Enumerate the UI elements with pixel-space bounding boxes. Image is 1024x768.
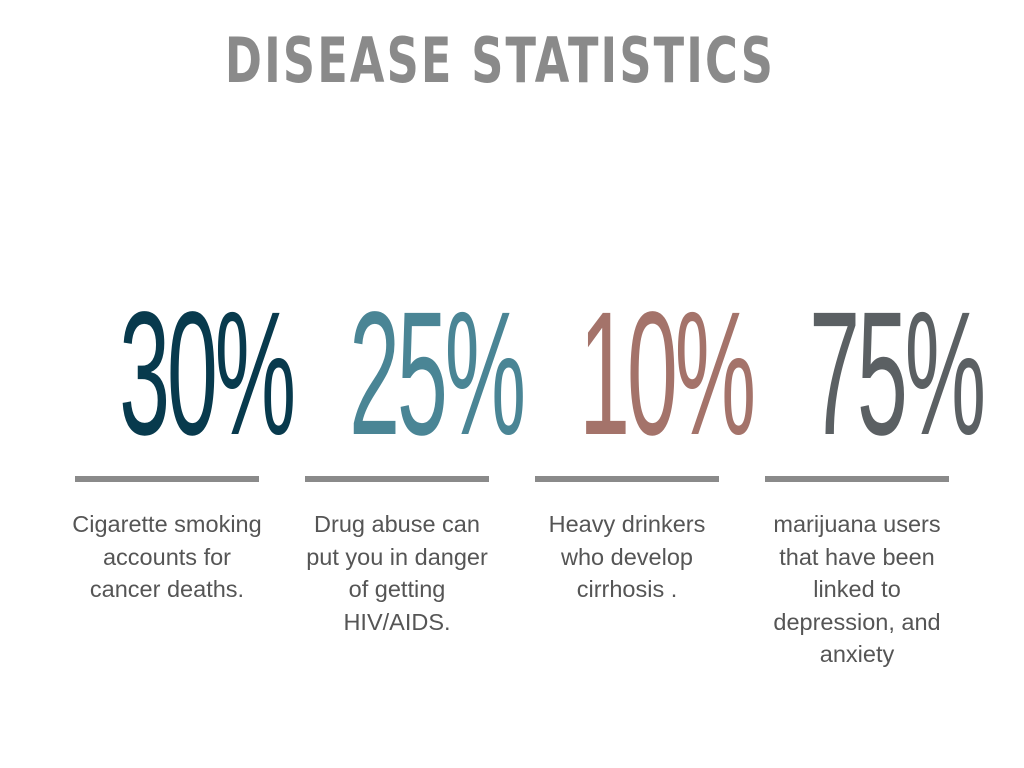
- page-title: DISEASE STATISTICS: [224, 24, 776, 97]
- stat-description: marijuana users that have been linked to…: [773, 511, 941, 667]
- stat-percentage: 25%: [349, 276, 526, 472]
- stat-description: Cigarette smoking accounts for cancer de…: [72, 511, 262, 602]
- stat-card-drinking: 10% Heavy drinkers who develop cirrhosis…: [535, 0, 756, 768]
- stat-description: Heavy drinkers who develop cirrhosis .: [548, 511, 706, 602]
- stat-percentage: 75%: [809, 276, 986, 472]
- stat-description: Drug abuse can put you in danger of gett…: [306, 511, 488, 635]
- stat-divider: [765, 476, 949, 482]
- stat-divider: [535, 476, 719, 482]
- stat-card-smoking: 30% Cigarette smoking accounts for cance…: [72, 0, 296, 768]
- stat-percentage: 10%: [579, 276, 756, 472]
- stat-percentage: 30%: [119, 276, 296, 472]
- stat-divider: [305, 476, 489, 482]
- stat-card-drug-abuse: 25% Drug abuse can put you in danger of …: [305, 0, 526, 768]
- stat-card-marijuana: 75% marijuana users that have been linke…: [765, 0, 986, 768]
- stat-divider: [75, 476, 259, 482]
